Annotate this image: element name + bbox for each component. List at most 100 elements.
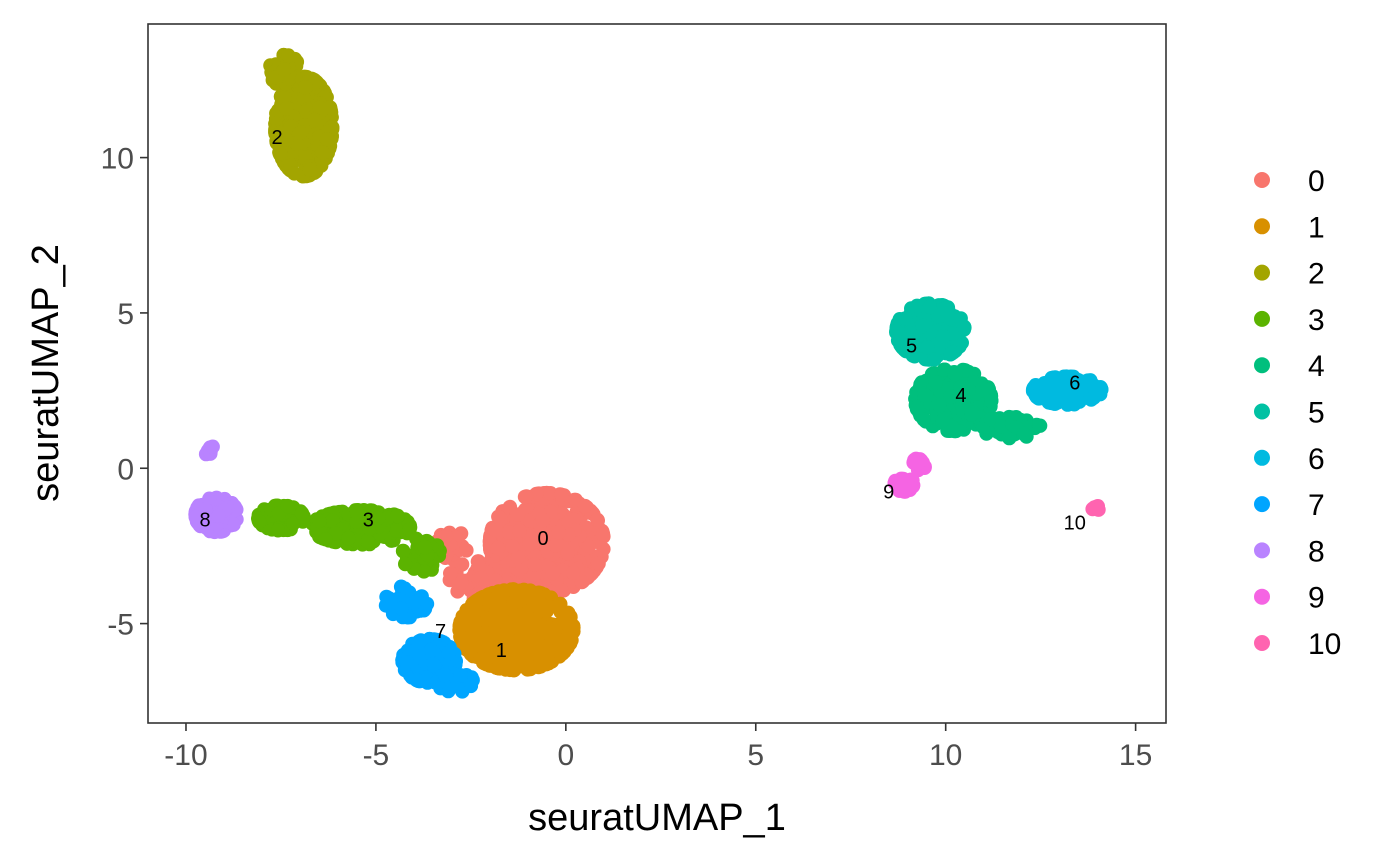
point-cluster-1 [553,604,568,620]
point-cluster-3 [286,516,301,531]
legend: 0 1 2 3 4 5 6 7 8 9 10 [1254,165,1341,661]
cluster-label-4: 4 [955,385,966,407]
point-cluster-1 [507,637,523,652]
point-cluster-1 [477,630,492,646]
point-cluster-7 [409,672,424,688]
point-cluster-1 [504,582,519,597]
y-axis: -5 0 5 10 [101,143,148,642]
point-cluster-2 [302,162,318,177]
point-cluster-3 [312,513,327,529]
point-cluster-4 [964,407,979,422]
point-cluster-0 [512,523,527,539]
x-tick-label: 0 [557,739,574,772]
point-cluster-0 [560,546,575,561]
y-tick-label: 10 [101,143,134,176]
cluster-0-points [429,485,611,606]
legend-label-4: 4 [1308,350,1325,383]
point-cluster-0 [574,574,590,590]
legend-key-6 [1254,449,1270,466]
point-cluster-3 [294,506,310,521]
point-cluster-2 [279,101,294,116]
point-cluster-3 [362,521,377,536]
point-cluster-5 [915,318,930,334]
point-cluster-10 [1091,502,1106,517]
point-cluster-0 [471,558,487,574]
point-cluster-3 [280,498,295,514]
legend-key-9 [1254,588,1270,605]
point-cluster-3 [395,543,411,559]
point-cluster-2 [315,145,330,160]
legend-key-0 [1254,172,1270,188]
legend-label-1: 1 [1308,211,1325,244]
point-cluster-0 [517,489,533,505]
point-cluster-4 [935,413,950,429]
point-cluster-0 [591,556,606,571]
point-cluster-2 [281,48,296,63]
point-cluster-3 [398,556,413,572]
legend-item-9: 9 [1254,582,1325,615]
x-tick-label: 10 [929,739,962,772]
legend-item-2: 2 [1254,258,1325,291]
point-cluster-1 [541,655,557,671]
point-cluster-0 [505,539,520,554]
cluster-9-points [887,451,932,499]
cluster-label-5: 5 [906,335,917,357]
point-cluster-0 [454,575,469,590]
cluster-label-7: 7 [435,621,446,643]
cluster-2-points [263,47,340,184]
point-cluster-1 [522,626,537,641]
point-cluster-4 [932,398,947,413]
point-cluster-5 [922,299,938,315]
cluster-label-1: 1 [496,640,507,662]
point-cluster-7 [402,644,417,659]
point-cluster-2 [312,100,327,116]
point-cluster-7 [437,667,453,683]
legend-item-7: 7 [1254,489,1325,522]
point-cluster-0 [581,539,596,555]
point-cluster-1 [497,654,513,669]
point-cluster-1 [459,603,474,618]
point-cluster-3 [252,514,267,530]
legend-label-3: 3 [1308,304,1325,337]
point-cluster-0 [527,557,542,572]
legend-label-0: 0 [1308,165,1325,198]
point-cluster-4 [916,412,931,427]
point-cluster-0 [551,524,566,540]
point-cluster-3 [325,513,340,528]
point-cluster-6 [1068,388,1084,404]
point-cluster-0 [490,540,505,556]
scatter-points [188,47,1109,699]
cluster-7-points [378,579,480,699]
point-cluster-3 [371,510,386,526]
point-cluster-3 [270,523,286,538]
point-cluster-8 [225,517,241,532]
x-tick-label: 15 [1119,739,1152,772]
point-cluster-0 [566,565,581,580]
point-cluster-1 [491,613,507,629]
point-cluster-0 [443,566,458,581]
point-cluster-7 [441,645,457,661]
point-cluster-0 [510,507,526,522]
point-cluster-2 [272,146,287,161]
point-cluster-9 [910,456,926,471]
point-cluster-4 [918,388,934,404]
legend-item-6: 6 [1254,443,1325,476]
point-cluster-1 [468,615,484,630]
legend-label-8: 8 [1308,535,1325,568]
point-cluster-7 [464,675,479,690]
cluster-label-10: 10 [1064,512,1086,534]
point-cluster-1 [559,616,574,631]
point-cluster-9 [894,471,909,486]
point-cluster-7 [424,642,439,658]
legend-item-10: 10 [1254,628,1341,661]
point-cluster-5 [898,311,913,326]
point-cluster-5 [945,345,960,361]
point-cluster-4 [1002,430,1017,446]
legend-item-1: 1 [1254,211,1325,244]
point-cluster-2 [276,62,291,77]
point-cluster-6 [1044,370,1059,386]
x-tick-label: -10 [164,739,207,772]
legend-item-4: 4 [1254,350,1325,383]
